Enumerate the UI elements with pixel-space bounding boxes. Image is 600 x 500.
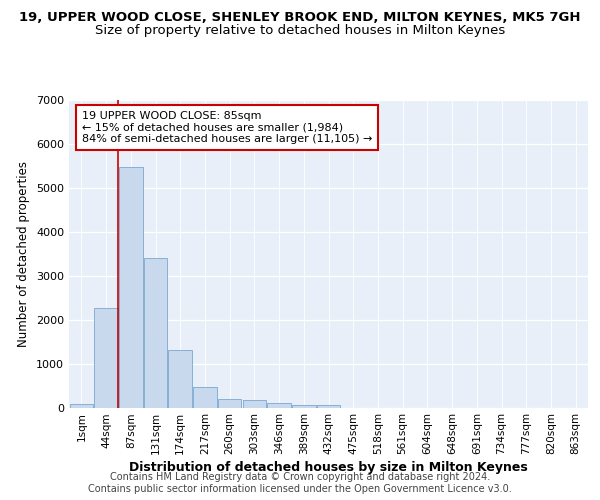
- Text: 19, UPPER WOOD CLOSE, SHENLEY BROOK END, MILTON KEYNES, MK5 7GH: 19, UPPER WOOD CLOSE, SHENLEY BROOK END,…: [19, 11, 581, 24]
- X-axis label: Distribution of detached houses by size in Milton Keynes: Distribution of detached houses by size …: [129, 462, 528, 474]
- Bar: [169, 350, 192, 408]
- Bar: [317, 406, 340, 407]
- Bar: [218, 399, 241, 407]
- Bar: [94, 308, 118, 408]
- Bar: [292, 404, 316, 407]
- Text: Size of property relative to detached houses in Milton Keynes: Size of property relative to detached ho…: [95, 24, 505, 37]
- Bar: [193, 388, 217, 407]
- Text: 19 UPPER WOOD CLOSE: 85sqm
← 15% of detached houses are smaller (1,984)
84% of s: 19 UPPER WOOD CLOSE: 85sqm ← 15% of deta…: [82, 111, 373, 144]
- Bar: [70, 404, 93, 407]
- Text: Contains HM Land Registry data © Crown copyright and database right 2024.
Contai: Contains HM Land Registry data © Crown c…: [88, 472, 512, 494]
- Y-axis label: Number of detached properties: Number of detached properties: [17, 161, 31, 347]
- Bar: [144, 258, 167, 408]
- Bar: [242, 400, 266, 407]
- Bar: [119, 167, 143, 408]
- Bar: [268, 404, 291, 407]
